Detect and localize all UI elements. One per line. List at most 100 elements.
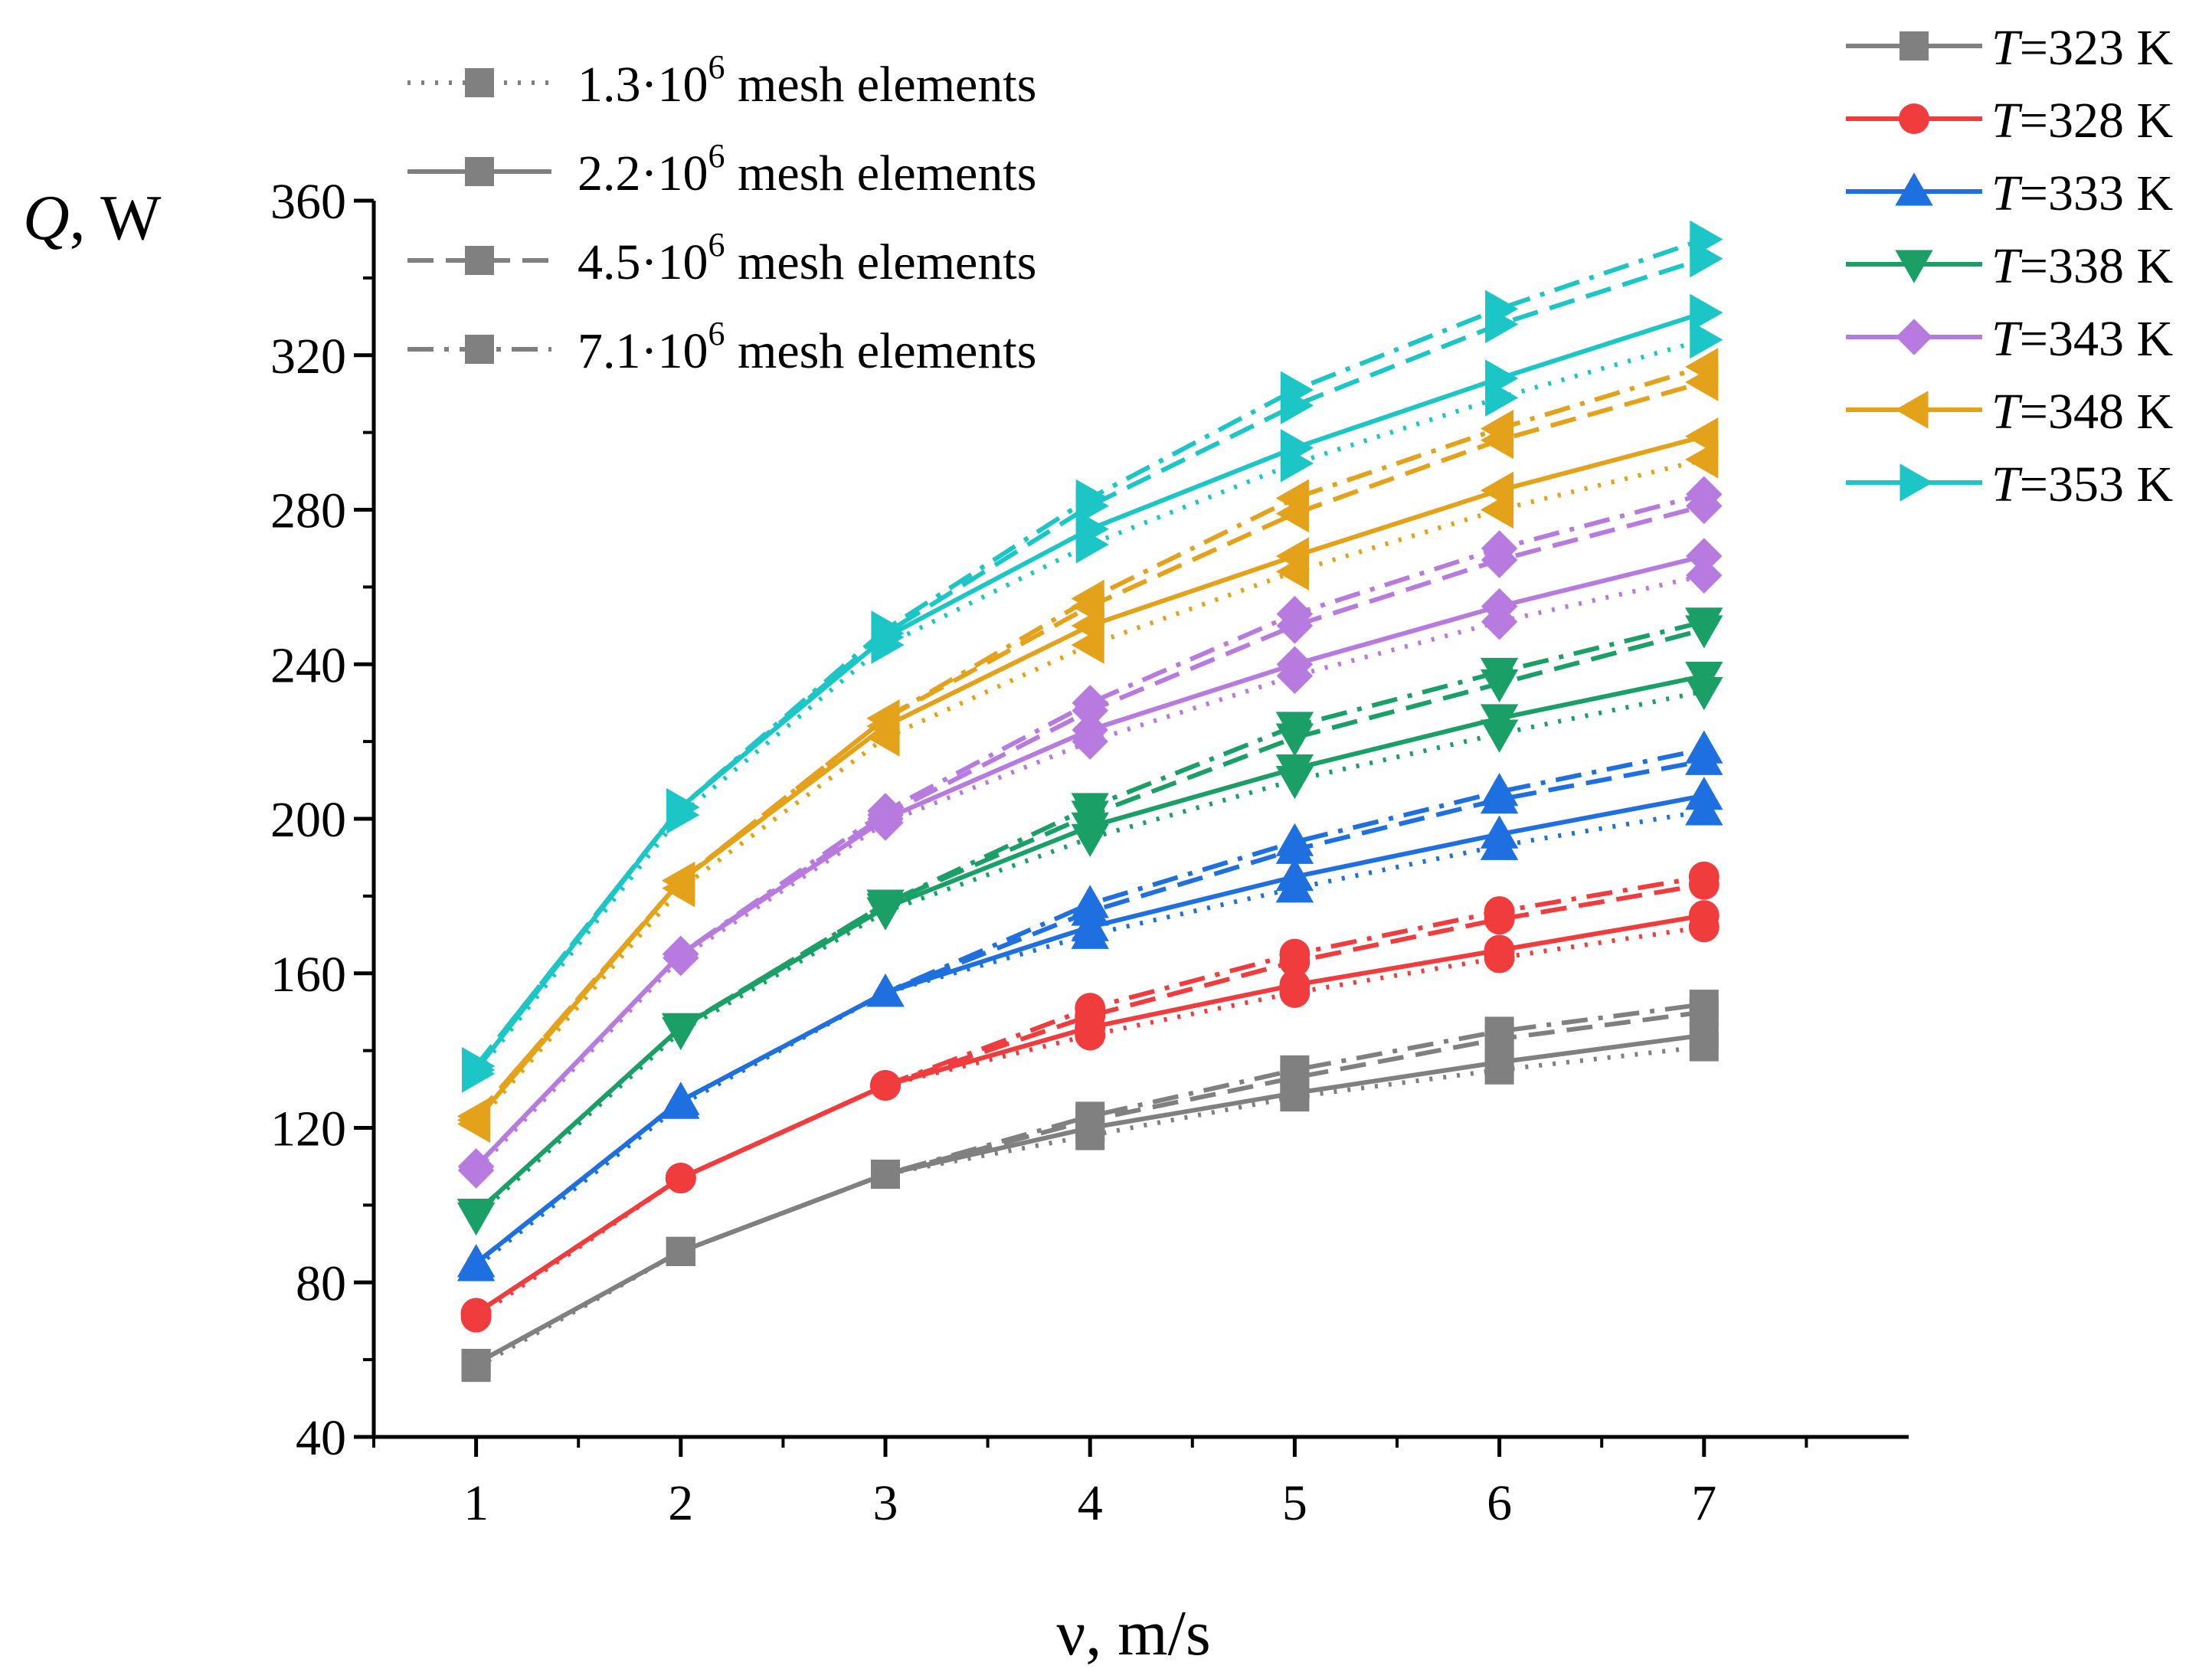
y-axis-variable: Q (23, 182, 70, 254)
data-point (1072, 684, 1108, 722)
data-point (1275, 754, 1314, 788)
data-point (662, 1013, 700, 1047)
x-tick-label: 7 (1691, 1475, 1716, 1531)
data-point (1275, 479, 1309, 518)
y-tick-label: 40 (296, 1410, 346, 1466)
data-point (456, 1097, 491, 1136)
y-tick-label: 240 (270, 637, 346, 693)
data-point (871, 1160, 900, 1190)
data-point (1071, 579, 1104, 618)
data-point (1075, 479, 1109, 518)
data-point (457, 1148, 495, 1185)
axes: 40 80 120 160 200 240 280 320 360 1 2 3 4 5 6 7 (270, 174, 1909, 1531)
data-point (1686, 538, 1723, 574)
x-tick-label: 4 (1078, 1475, 1103, 1531)
data-point (666, 1236, 695, 1266)
data-point (1276, 595, 1314, 633)
temperature-legend-marker (1895, 250, 1933, 283)
data-point (1485, 359, 1519, 398)
data-point (665, 1163, 696, 1194)
data-point (1686, 476, 1723, 513)
data-point (1685, 661, 1723, 695)
data-point (1071, 885, 1109, 918)
data-point (1688, 861, 1720, 892)
data-point (1480, 772, 1519, 807)
data-point (1280, 1055, 1310, 1085)
data-point (1690, 320, 1723, 359)
data-point (1686, 557, 1723, 594)
data-point (1484, 1016, 1514, 1046)
series-333K (456, 730, 1723, 1281)
mesh-legend-label: 2.2·106 mesh elements (578, 137, 1036, 201)
temperature-legend-label: T=353 K (1991, 457, 2173, 512)
data-point (866, 699, 900, 738)
data-point (867, 793, 904, 830)
temperature-legend-marker (1895, 172, 1933, 206)
temperature-legend: T=323 K T=328 K T=333 K T=338 K T=343 K T=348… (1846, 20, 2173, 512)
data-point (1685, 777, 1723, 810)
y-tick-label: 160 (270, 947, 346, 1003)
y-tick-label: 280 (270, 483, 346, 539)
data-point (1484, 896, 1515, 928)
temperature-legend-item: T=343 K (1846, 311, 2173, 367)
data-point (866, 889, 905, 923)
data-point (1275, 712, 1314, 745)
data-point (662, 862, 695, 900)
mesh-legend-item: 7.1·106 mesh elements (407, 315, 1036, 379)
temperature-legend-item: T=353 K (1846, 457, 2173, 512)
data-point (1481, 530, 1518, 567)
mesh-legend-marker (465, 335, 494, 364)
series-338K (456, 607, 1723, 1236)
temperature-legend-item: T=348 K (1846, 384, 2173, 440)
x-tick-label: 2 (668, 1475, 693, 1531)
temperature-legend-label: T=343 K (1991, 311, 2173, 367)
data-point (1280, 371, 1314, 409)
temperature-legend-item: T=333 K (1846, 165, 2173, 221)
data-point (1072, 712, 1108, 748)
data-point (663, 935, 699, 973)
mesh-legend-item: 4.5·106 mesh elements (407, 226, 1036, 290)
data-point (1480, 704, 1519, 738)
data-point (1279, 938, 1311, 970)
data-point (1480, 815, 1519, 849)
y-axis-title: Q, W (23, 182, 162, 254)
series-line-dash (475, 1010, 1705, 1366)
data-point (662, 1082, 700, 1115)
plot-area (456, 220, 1723, 1383)
mesh-legend-marker (465, 68, 494, 97)
data-point (1685, 730, 1723, 764)
data-point (1689, 990, 1719, 1019)
data-point (1685, 348, 1719, 386)
mesh-legend-label: 4.5·106 mesh elements (578, 226, 1036, 290)
data-point (1485, 290, 1519, 328)
mesh-legend-label: 1.3·106 mesh elements (578, 48, 1036, 113)
series-348K (456, 348, 1719, 1144)
y-axis-unit: , W (70, 182, 162, 254)
x-tick-label: 3 (873, 1475, 898, 1531)
y-tick-label: 320 (270, 329, 346, 385)
data-point (460, 1298, 492, 1329)
mesh-legend-marker (465, 157, 494, 186)
data-point (1484, 934, 1515, 966)
temperature-legend-marker (1900, 463, 1933, 502)
x-tick-label: 1 (463, 1475, 489, 1531)
series-line-solid (475, 1032, 1705, 1366)
y-tick-label: 360 (270, 174, 346, 230)
x-tick-label: 5 (1282, 1475, 1307, 1531)
data-point (870, 1070, 901, 1101)
data-point (461, 1349, 491, 1379)
series-343K (457, 476, 1723, 1189)
temperature-legend-label: T=328 K (1991, 93, 2173, 149)
data-point (1685, 417, 1719, 456)
mesh-legend-label: 7.1·106 mesh elements (578, 315, 1036, 379)
data-point (666, 788, 700, 826)
data-point (1480, 657, 1519, 692)
mesh-legend-item: 1.3·106 mesh elements (407, 48, 1036, 113)
data-point (456, 1244, 496, 1278)
series-353K (462, 220, 1723, 1093)
data-point (1480, 409, 1514, 448)
mesh-legend: 1.3·106 mesh elements 2.2·106 mesh elemen… (407, 48, 1036, 379)
temperature-legend-marker (1895, 391, 1929, 429)
series-line-dot (475, 1044, 1705, 1370)
temperature-legend-label: T=338 K (1991, 238, 2173, 294)
